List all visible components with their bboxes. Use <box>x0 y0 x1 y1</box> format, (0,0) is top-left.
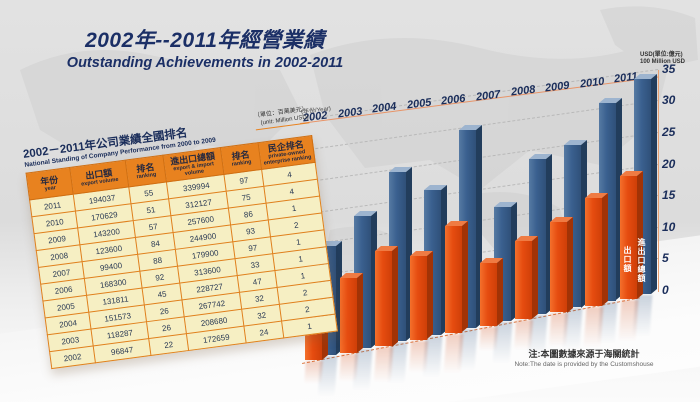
export-volume-bar-2008 <box>515 236 538 320</box>
total-volume-bar-2011-side <box>651 73 657 294</box>
export-volume-bar-2004-reflection <box>373 347 394 384</box>
export-volume-bar-2008-side <box>532 236 538 320</box>
legend-total-volume: 進出口總額 <box>637 238 646 283</box>
year-label-2010: 2010 <box>579 75 605 91</box>
page-title-english: Outstanding Achievements in 2002-2011 <box>66 55 344 71</box>
export-volume-bar-2010-side <box>602 192 608 306</box>
page-title-chinese: 2002年--2011年經營業績 <box>85 29 325 52</box>
export-volume-bar-2010 <box>585 192 608 306</box>
performance-table-panel: 2002－2011年公司業績全國排名 National Standing of … <box>22 106 338 369</box>
export-volume-bar-2011-face <box>620 176 637 299</box>
export-volume-bar-2006-face <box>445 226 462 333</box>
page-title: 2002年--2011年經營業績 Outstanding Achievement… <box>30 24 380 71</box>
year-label-2005: 2005 <box>406 96 432 112</box>
export-volume-bar-2006 <box>445 221 468 333</box>
y-axis-unit-chinese: USD(單位:億元) <box>640 52 683 58</box>
y-tick-label-35: 35 <box>662 61 676 76</box>
export-volume-bar-2005-side <box>427 251 433 340</box>
year-label-2009: 2009 <box>544 79 571 95</box>
export-volume-bar-2010-reflection <box>583 306 604 348</box>
export-volume-bar-2003-reflection <box>339 354 358 383</box>
y-tick-label-5: 5 <box>662 251 669 266</box>
export-volume-bar-2002-reflection <box>304 361 323 385</box>
export-volume-bar-2009-reflection <box>548 313 569 348</box>
y-tick-label-30: 30 <box>662 93 676 108</box>
export-volume-bar-2010-face <box>585 197 602 306</box>
y-axis-unit-label: USD(單位:億元) 100 Million USD <box>640 52 698 66</box>
year-label-2003: 2003 <box>336 105 363 121</box>
export-volume-bar-2011 <box>620 171 643 299</box>
y-tick-label-15: 15 <box>662 188 676 203</box>
export-volume-bar-2009-face <box>550 221 567 313</box>
year-label-2007: 2007 <box>475 88 502 103</box>
year-label-2004: 2004 <box>371 100 398 116</box>
export-volume-bar-2008-face <box>515 241 532 320</box>
export-volume-bar-2005-face <box>410 256 427 340</box>
y-tick-label-10: 10 <box>662 219 676 234</box>
export-volume-bar-2007-side <box>497 258 503 326</box>
y-axis-unit-english: 100 Million USD <box>640 59 686 66</box>
export-volume-bar-2011-reflection <box>618 299 639 342</box>
legend-export-volume: 出口額 <box>623 246 632 273</box>
y-axis-line <box>658 70 659 292</box>
export-volume-bar-2007 <box>480 258 503 326</box>
source-note-english: Note:The date is provided by the Customs… <box>514 361 654 368</box>
export-volume-bar-2004-face <box>375 250 392 347</box>
export-volume-bar-2006-side <box>462 221 468 333</box>
year-label-2006: 2006 <box>440 92 467 108</box>
export-volume-bar-2008-reflection <box>513 320 534 350</box>
y-tick-label-25: 25 <box>662 125 676 139</box>
export-volume-bar-2007-face <box>480 263 497 326</box>
export-volume-bar-2003-side <box>357 273 363 354</box>
source-note: 注:本圖數據來源于海關統計 Note:The date is provided … <box>474 347 694 368</box>
y-tick-label-20: 20 <box>662 156 676 171</box>
export-volume-bar-2006-reflection <box>443 333 464 375</box>
year-label-2008: 2008 <box>509 83 536 99</box>
export-volume-bar-2005-reflection <box>408 340 429 373</box>
export-volume-bar-2004 <box>375 245 398 347</box>
export-volume-bar-2004-side <box>392 245 398 347</box>
export-volume-bar-2009 <box>550 216 573 313</box>
export-volume-bar-2009-side <box>567 216 573 313</box>
source-note-chinese: 注:本圖數據來源于海關統計 <box>528 349 640 359</box>
export-volume-bar-2005 <box>410 251 433 340</box>
export-volume-bar-2003 <box>340 273 363 354</box>
ranking-table: 年份 year 出口額 export volume 排名 ranking 進出口總額 expo… <box>26 135 338 369</box>
export-volume-bar-2003-face <box>340 278 357 354</box>
y-tick-label-0: 0 <box>662 283 669 297</box>
